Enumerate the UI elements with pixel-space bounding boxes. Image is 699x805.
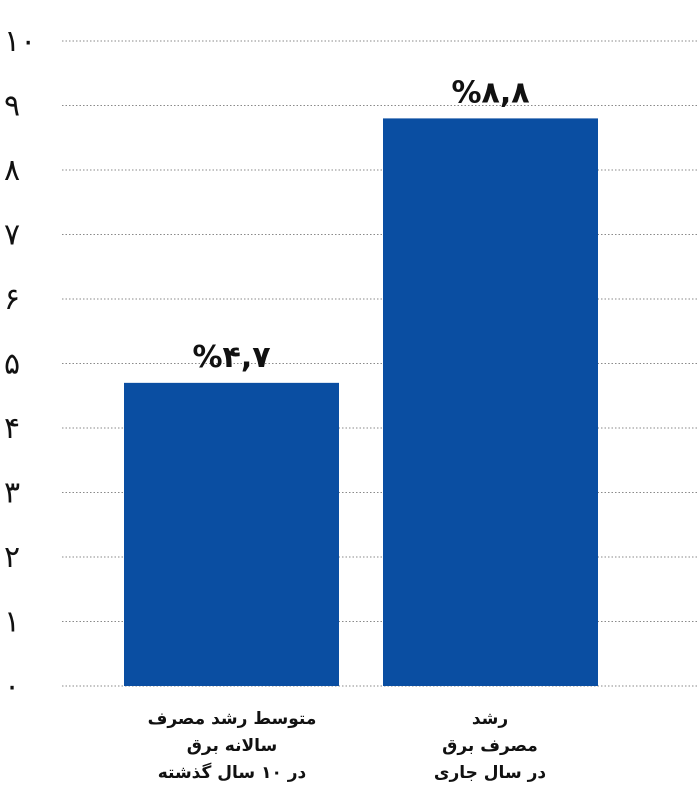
y-tick-label-10: ۱۰ (4, 24, 36, 59)
y-axis-tick-labels: ۰ ۱ ۲ ۳ ۴ ۵ ۶ ۷ ۸ ۹ ۱۰ (4, 24, 36, 704)
bar-1 (124, 382, 339, 686)
y-tick-label-9: ۹ (4, 89, 20, 124)
y-tick-label-8: ۸ (4, 153, 20, 188)
y-tick-label-6: ۶ (4, 282, 20, 317)
data-label-2: %۸,۸ (451, 75, 529, 110)
category-label-1-line-3: در ۱۰ سال گذشته (157, 763, 307, 783)
y-tick-label-5: ۵ (4, 347, 20, 382)
bars (124, 118, 598, 686)
y-tick-label-4: ۴ (4, 411, 20, 446)
category-label-2: رشد مصرف برق در سال جاری (380, 706, 600, 787)
bar-2 (383, 118, 598, 686)
category-label-1-line-1: متوسط رشد مصرف (147, 709, 317, 729)
data-label-1: %۴,۷ (192, 340, 270, 375)
y-tick-label-7: ۷ (4, 218, 20, 253)
category-label-2-line-1: رشد (471, 709, 509, 729)
category-label-2-line-3: در سال جاری (433, 763, 547, 783)
category-label-1: متوسط رشد مصرف سالانه برق در ۱۰ سال گذشت… (122, 706, 342, 787)
category-label-1-line-2: سالانه برق (186, 736, 278, 756)
data-labels: %۴,۷ %۸,۸ (192, 75, 529, 374)
y-tick-label-0: ۰ (4, 669, 20, 704)
y-tick-label-2: ۲ (4, 540, 20, 575)
category-label-2-line-2: مصرف برق (442, 736, 538, 756)
y-tick-label-3: ۳ (4, 476, 20, 511)
y-tick-label-1: ۱ (4, 605, 20, 640)
